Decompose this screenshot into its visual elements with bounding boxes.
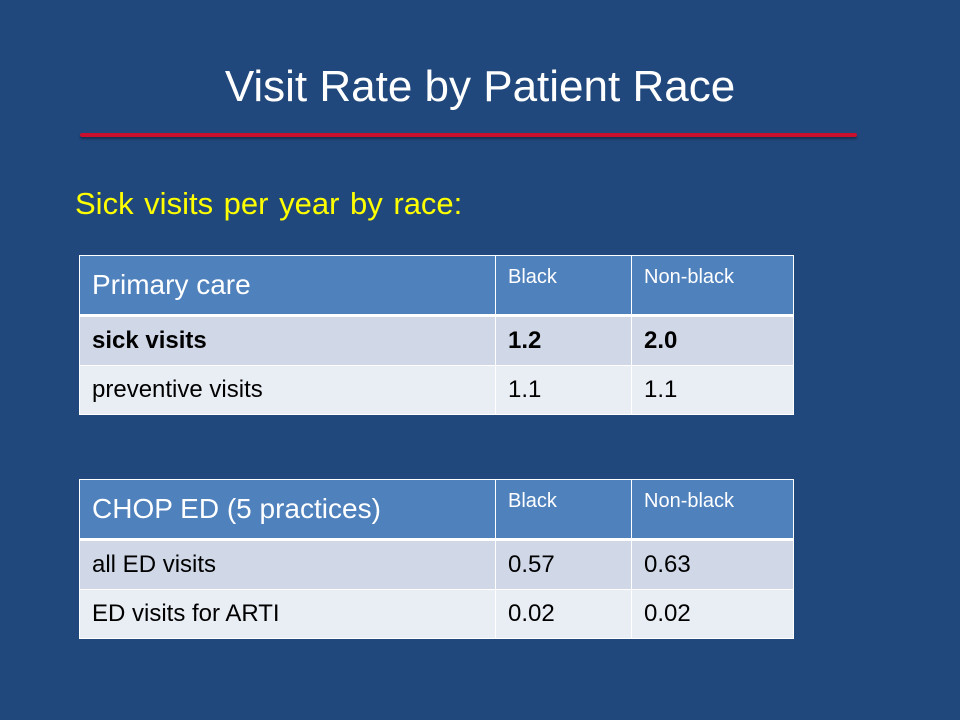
row-label: ED visits for ARTI — [79, 589, 496, 639]
title-divider — [80, 133, 857, 137]
slide-subtitle: Sick visits per year by race: — [75, 186, 463, 221]
cell-black: 1.1 — [495, 365, 632, 415]
header-cell-non-black: Non-black — [631, 479, 794, 541]
cell-non-black: 2.0 — [631, 315, 794, 366]
cell-black: 0.57 — [495, 539, 632, 590]
chop-ed-table: CHOP ED (5 practices) Black Non-black al… — [79, 479, 794, 639]
primary-care-table: Primary care Black Non-black sick visits… — [79, 255, 794, 415]
slide-title: Visit Rate by Patient Race — [224, 62, 736, 111]
header-cell-black: Black — [495, 479, 632, 541]
row-label: sick visits — [79, 315, 496, 366]
cell-non-black: 0.63 — [631, 539, 794, 590]
header-cell-category: CHOP ED (5 practices) — [79, 479, 496, 541]
table-row: ED visits for ARTI 0.02 0.02 — [79, 589, 794, 639]
table-row: preventive visits 1.1 1.1 — [79, 365, 794, 415]
header-cell-black: Black — [495, 255, 632, 317]
table-header-row: CHOP ED (5 practices) Black Non-black — [79, 479, 794, 541]
row-label: all ED visits — [79, 539, 496, 590]
table-row: sick visits 1.2 2.0 — [79, 315, 794, 366]
cell-non-black: 1.1 — [631, 365, 794, 415]
row-label: preventive visits — [79, 365, 496, 415]
cell-non-black: 0.02 — [631, 589, 794, 639]
table-row: all ED visits 0.57 0.63 — [79, 539, 794, 590]
cell-black: 0.02 — [495, 589, 632, 639]
cell-black: 1.2 — [495, 315, 632, 366]
table-header-row: Primary care Black Non-black — [79, 255, 794, 317]
header-cell-category: Primary care — [79, 255, 496, 317]
header-cell-non-black: Non-black — [631, 255, 794, 317]
